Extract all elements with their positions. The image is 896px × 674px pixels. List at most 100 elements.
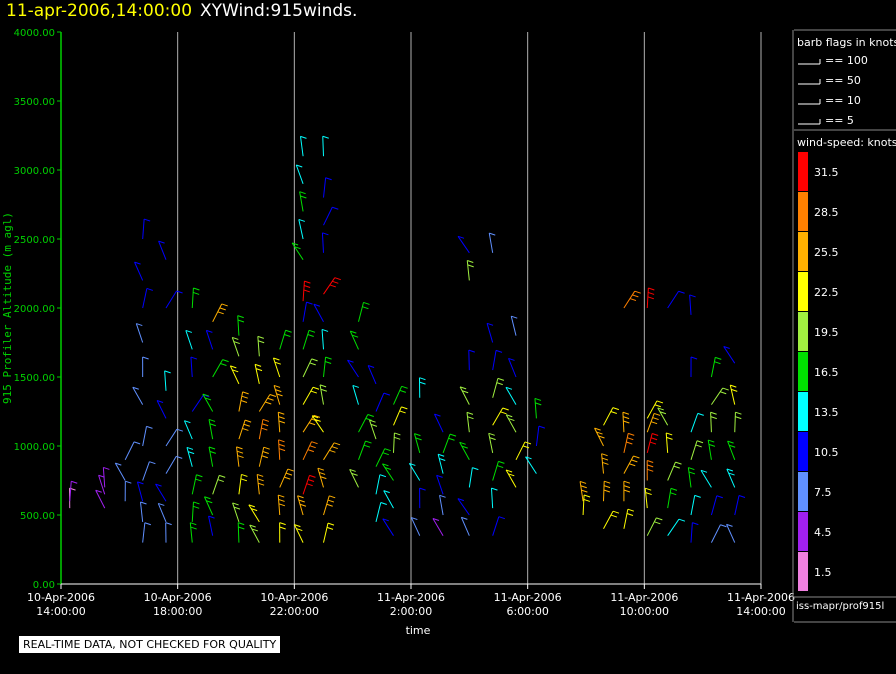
time-gridlines bbox=[177, 32, 762, 584]
barb-staff bbox=[208, 446, 214, 467]
barb-staff bbox=[710, 495, 718, 516]
barb-staff bbox=[257, 336, 260, 357]
barb-flag bbox=[299, 503, 307, 507]
barb-flag bbox=[242, 427, 249, 431]
barb-staff bbox=[690, 495, 696, 516]
wind-barb bbox=[393, 432, 401, 453]
barb-flag bbox=[275, 389, 282, 393]
wind-barb bbox=[459, 386, 470, 405]
wind-barb bbox=[459, 441, 470, 461]
barb-staff bbox=[515, 441, 526, 461]
barb-flag bbox=[675, 461, 682, 465]
wind-barb bbox=[488, 432, 496, 453]
barb-staff bbox=[293, 524, 304, 543]
wind-barb bbox=[190, 356, 198, 378]
barb-staff bbox=[202, 393, 214, 412]
barb-flag bbox=[146, 287, 153, 291]
barb-flag bbox=[257, 482, 265, 486]
wind-barb bbox=[734, 494, 746, 516]
wind-barb bbox=[534, 397, 542, 419]
wind-barb bbox=[492, 377, 505, 398]
wind-barb bbox=[646, 287, 655, 309]
barb-flag bbox=[287, 468, 294, 472]
barb-flag bbox=[505, 386, 513, 390]
barb-flag bbox=[498, 460, 505, 464]
barb-flag bbox=[257, 473, 264, 477]
barb-staff bbox=[142, 426, 147, 447]
barb-flag bbox=[729, 444, 736, 448]
barb-staff bbox=[302, 475, 310, 495]
wind-barb bbox=[165, 455, 183, 474]
wind-barb bbox=[237, 315, 245, 336]
wind-barb bbox=[457, 235, 470, 254]
barb-flag bbox=[349, 468, 356, 472]
barb-staff bbox=[299, 191, 304, 212]
barb-flag bbox=[208, 515, 215, 519]
wind-barb bbox=[142, 425, 153, 447]
barb-flag bbox=[380, 502, 387, 505]
barb-flag bbox=[449, 433, 457, 437]
wind-barb bbox=[492, 516, 505, 536]
wind-barb bbox=[442, 433, 457, 454]
barb-flag bbox=[309, 362, 316, 366]
wind-barb bbox=[358, 440, 372, 460]
wind-barb bbox=[358, 414, 374, 433]
barb-flag bbox=[461, 516, 468, 520]
barb-flag bbox=[209, 423, 216, 427]
barb-flag bbox=[285, 472, 293, 476]
barb-flag bbox=[322, 135, 329, 139]
barb-staff bbox=[205, 330, 214, 350]
wind-barb bbox=[710, 495, 723, 516]
barb-flag bbox=[689, 294, 696, 298]
barb-staff bbox=[249, 524, 260, 543]
wind-barb bbox=[667, 518, 686, 536]
barb-staff bbox=[603, 407, 614, 426]
barb-staff bbox=[256, 474, 260, 495]
barb-staff bbox=[375, 502, 382, 523]
barb-staff bbox=[375, 448, 386, 467]
barb-flag bbox=[534, 397, 542, 401]
barb-flag bbox=[673, 465, 680, 469]
barb-staff bbox=[505, 387, 517, 405]
barb-flag bbox=[688, 467, 695, 471]
barb-flag bbox=[324, 361, 332, 364]
barb-flag bbox=[414, 433, 421, 437]
barb-flag bbox=[457, 235, 465, 239]
barb-staff bbox=[579, 481, 584, 502]
barb-staff bbox=[466, 412, 470, 433]
legend: barb flags in knots == 100 == 50 == 10 == 5… bbox=[792, 29, 896, 623]
barb-flag bbox=[666, 436, 673, 440]
barb-flag bbox=[656, 517, 663, 521]
barb-flag bbox=[461, 445, 468, 449]
barb-staff bbox=[311, 415, 324, 433]
barb-flag bbox=[190, 356, 198, 360]
barb-staff bbox=[191, 474, 197, 495]
barb-flag bbox=[329, 284, 336, 288]
barb-flag bbox=[436, 474, 443, 478]
wind-barb bbox=[382, 463, 394, 481]
barb-flag bbox=[143, 218, 151, 222]
y-tick-label: 0.00 bbox=[33, 580, 55, 591]
barb-flag bbox=[654, 404, 661, 408]
barb-flag bbox=[71, 480, 78, 484]
barb-flag bbox=[137, 481, 144, 485]
wind-barb bbox=[646, 412, 661, 433]
barb-flag bbox=[627, 508, 635, 512]
wind-barb bbox=[710, 411, 717, 433]
wind-barb bbox=[711, 387, 729, 405]
barb-flag bbox=[351, 472, 358, 476]
barb-flag bbox=[726, 468, 734, 472]
wind-barb bbox=[114, 462, 126, 481]
barb-staff bbox=[299, 136, 304, 157]
barb-staff bbox=[237, 522, 240, 543]
barb-staff bbox=[323, 495, 330, 516]
barb-flag bbox=[332, 206, 339, 210]
barb-staff bbox=[690, 413, 699, 433]
barb-staff bbox=[486, 323, 494, 343]
barb-flag bbox=[351, 334, 359, 338]
barb-flag bbox=[383, 490, 390, 494]
wind-barb bbox=[302, 441, 318, 461]
wind-barb bbox=[157, 502, 167, 523]
barb-staff bbox=[667, 488, 672, 509]
speed-swatch bbox=[798, 432, 808, 471]
